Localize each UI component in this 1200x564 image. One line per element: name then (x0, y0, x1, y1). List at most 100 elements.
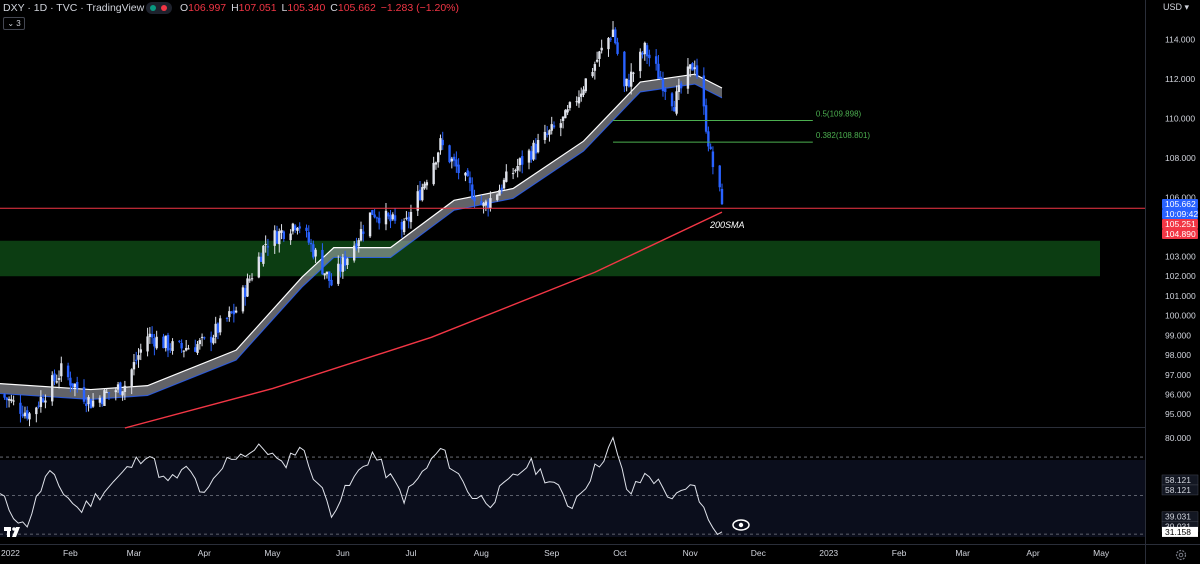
fib-level-label: 0.382(108.801) (816, 131, 871, 140)
rsi-tag-text: 39.031 (1165, 522, 1191, 532)
candle (686, 58, 690, 94)
rsi-last-tag-background (1162, 526, 1198, 537)
eye-icon[interactable] (732, 519, 750, 531)
candle-body (616, 42, 619, 54)
candle (423, 181, 426, 190)
price-axis-tick: 110.000 (1165, 114, 1195, 124)
rsi-band-background (0, 460, 1145, 537)
candle (171, 338, 174, 355)
candle (359, 221, 363, 242)
candle-body (407, 216, 410, 222)
candle-body (330, 279, 333, 286)
candle-body (648, 54, 651, 59)
candle (89, 398, 93, 409)
candle-body (57, 378, 61, 380)
collapse-indicators-button[interactable]: ⌄ 3 (3, 17, 25, 30)
candle (248, 275, 251, 283)
candle (275, 225, 279, 245)
candle-body (75, 382, 79, 389)
sma200-line[interactable] (124, 211, 723, 429)
candle (352, 241, 356, 263)
candle-body (248, 279, 251, 281)
rsi-tag-background (1161, 484, 1199, 496)
time-axis-label: Feb (63, 548, 78, 558)
candle-body (194, 347, 197, 352)
candle-body (436, 152, 440, 163)
candle (532, 140, 535, 161)
candle (66, 362, 70, 381)
candle (611, 21, 615, 38)
eye-icon-pupil (738, 522, 744, 528)
currency-selector[interactable]: USD ▾ (1163, 2, 1190, 12)
candle (28, 412, 31, 427)
market-status-indicator[interactable] (146, 2, 172, 14)
price-axis-tick: 106.000 (1165, 192, 1196, 202)
candle-body (184, 347, 188, 351)
candle-body (225, 317, 229, 319)
candle-body (664, 88, 667, 92)
candle-body (307, 232, 310, 243)
candle (609, 36, 612, 42)
support-zone[interactable] (0, 240, 1100, 277)
candle (57, 370, 61, 389)
candle (273, 225, 276, 254)
symbol-info[interactable]: DXY · 1D · TVC · TradingView (3, 2, 145, 14)
candle (98, 395, 102, 408)
settings-gear-icon[interactable] (1175, 549, 1187, 561)
candle-body (418, 189, 422, 200)
candle-body (375, 217, 379, 219)
candle (707, 126, 710, 152)
candle (559, 118, 562, 137)
candle (432, 156, 435, 186)
candle (139, 343, 142, 361)
candle (641, 51, 644, 59)
candle-body (468, 177, 472, 184)
candle (448, 144, 451, 164)
candle (416, 185, 419, 217)
candle (679, 81, 683, 94)
rsi-line[interactable] (0, 436, 723, 536)
candle-body (639, 51, 642, 72)
tradingview-logo-icon[interactable] (4, 527, 20, 537)
candle-body (521, 156, 524, 165)
candle-body (169, 348, 172, 350)
candle (600, 39, 603, 54)
candle (164, 335, 167, 352)
candle (75, 376, 79, 393)
candle (400, 219, 404, 238)
candle-body (162, 336, 165, 349)
candle-body (280, 230, 283, 233)
candle (625, 78, 628, 92)
candle (241, 285, 245, 314)
candle-body (643, 42, 647, 55)
candle (280, 224, 283, 240)
candle-body (355, 243, 358, 249)
candle (53, 369, 56, 386)
candle-body (632, 72, 635, 74)
candle-body (384, 210, 388, 225)
candle-body (155, 336, 158, 349)
candle (203, 336, 206, 340)
candle (425, 179, 429, 190)
candle (629, 63, 633, 95)
candle (677, 78, 681, 101)
candle-body (100, 398, 104, 405)
candle-body (305, 227, 308, 231)
candle-body (416, 191, 419, 211)
candle (582, 86, 585, 98)
candle (452, 153, 456, 167)
price-tag-background (1162, 199, 1198, 210)
time-axis-label: Jun (336, 548, 350, 558)
chart-header: DXY · 1D · TVC · TradingView O106.997 H1… (0, 0, 1150, 16)
candle (521, 150, 524, 174)
candle-body (518, 158, 522, 166)
candle-body (105, 391, 108, 393)
candle (246, 273, 249, 297)
market-closed-dot-icon (161, 5, 167, 11)
candle-body (536, 140, 540, 153)
sma200-label: 200SMA (709, 220, 745, 230)
candle (498, 184, 501, 196)
candle (289, 229, 292, 245)
candle-body (26, 410, 29, 419)
